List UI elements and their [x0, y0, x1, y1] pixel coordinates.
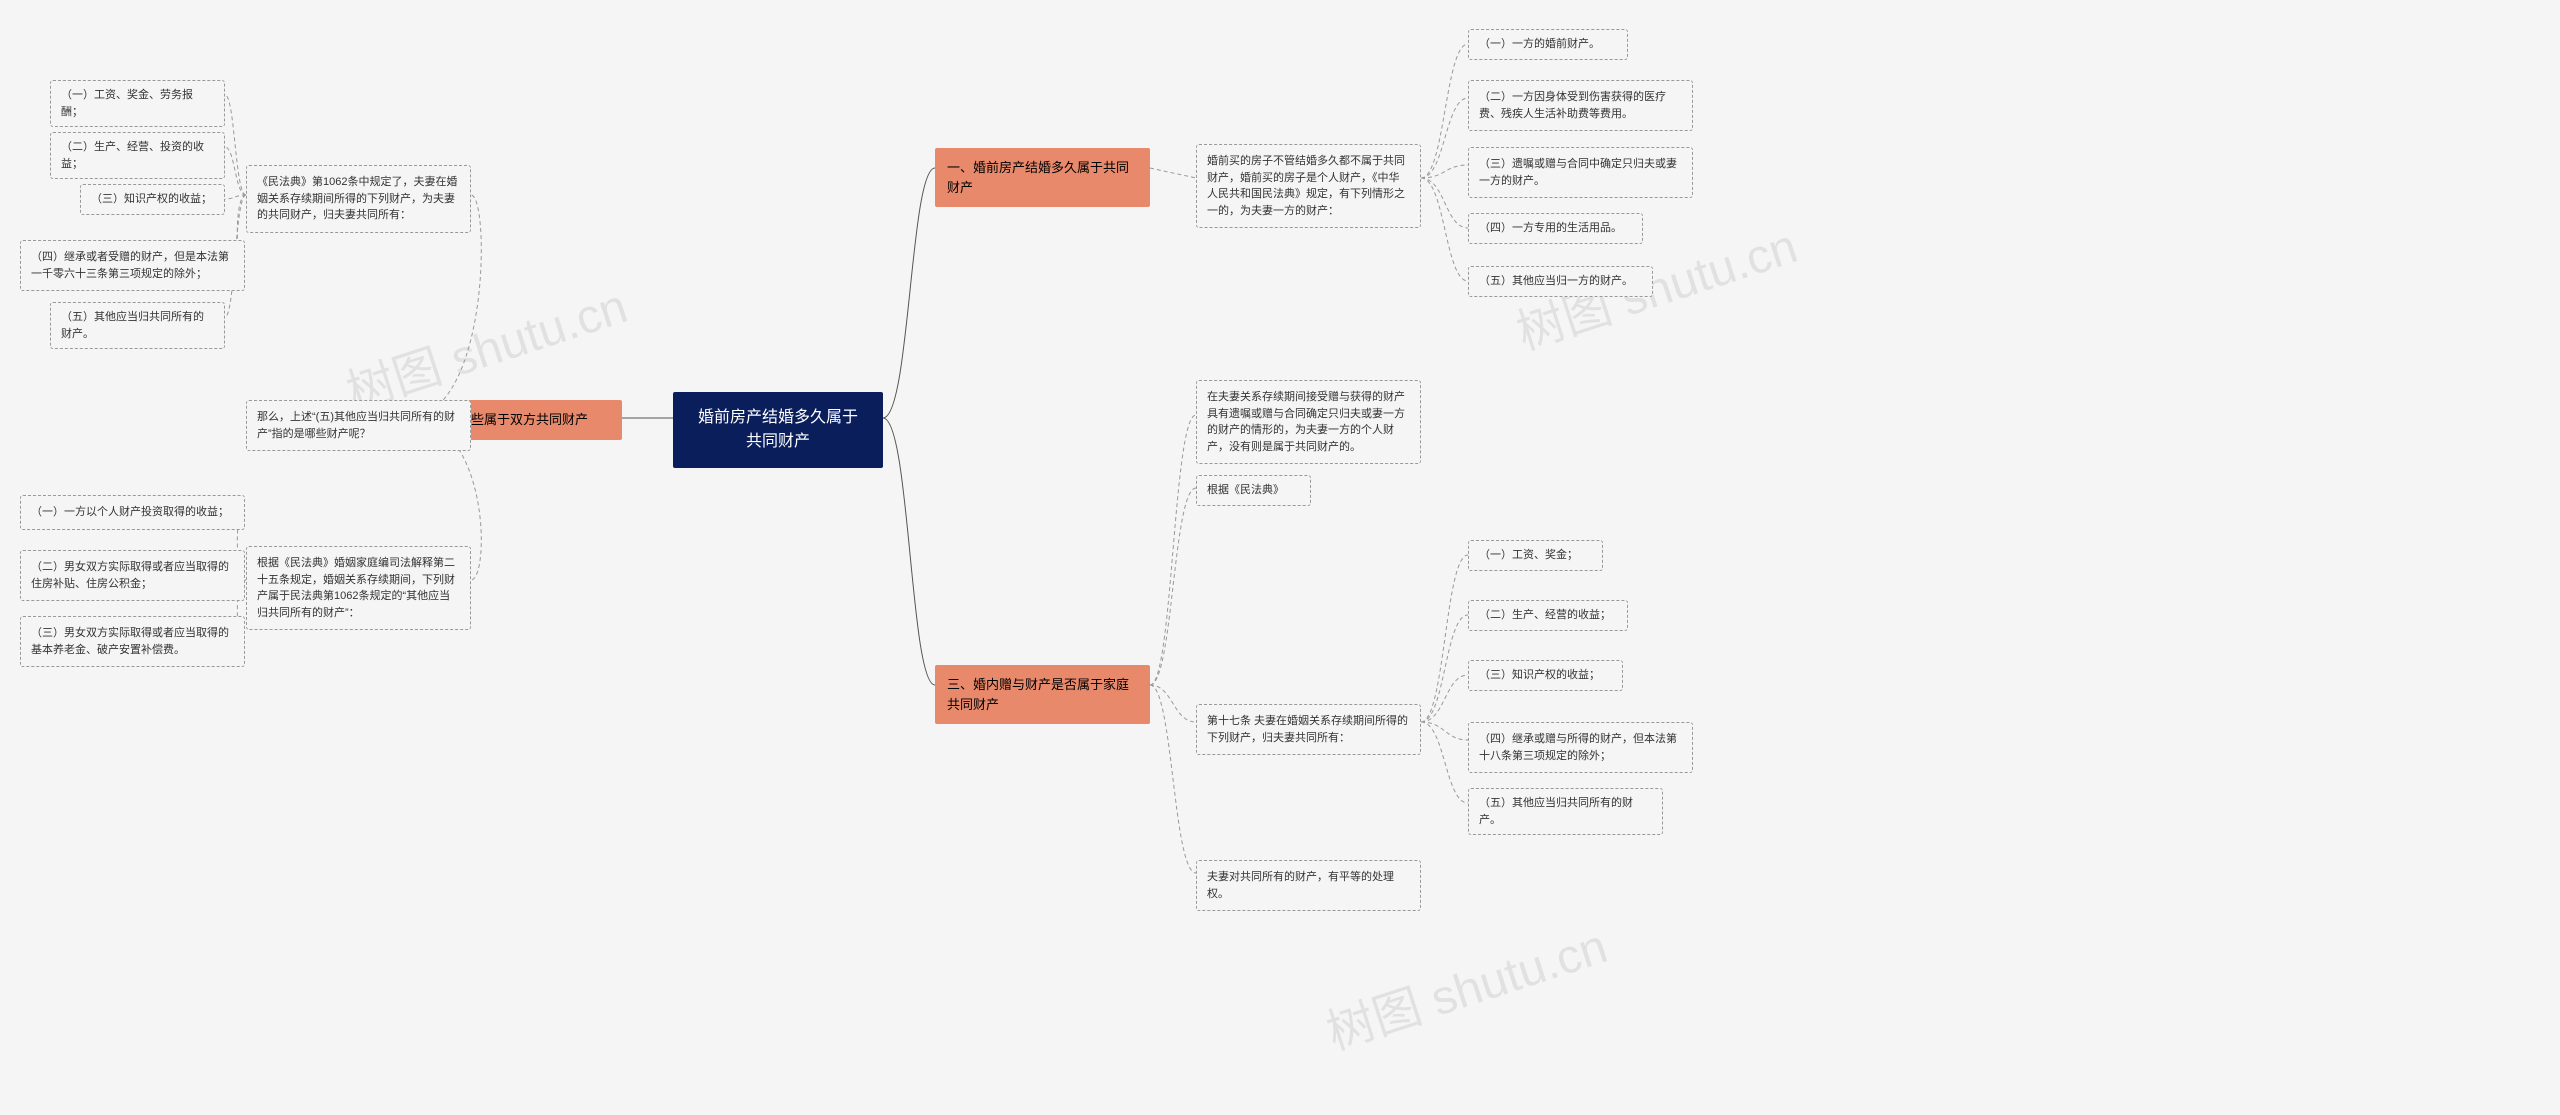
leaf: （一）一方以个人财产投资取得的收益；: [20, 495, 245, 530]
leaf: 夫妻对共同所有的财产，有平等的处理权。: [1196, 860, 1421, 911]
leaf: （二）生产、经营、投资的收益；: [50, 132, 225, 179]
left-sub1: 《民法典》第1062条中规定了，夫妻在婚姻关系存续期间所得的下列财产，为夫妻的共…: [246, 165, 471, 233]
leaf: （五）其他应当归一方的财产。: [1468, 266, 1653, 297]
leaf: （一）工资、奖金、劳务报酬；: [50, 80, 225, 127]
leaf: （五）其他应当归共同所有的财产。: [50, 302, 225, 349]
left-sub3: 根据《民法典》婚姻家庭编司法解释第二十五条规定，婚姻关系存续期间，下列财产属于民…: [246, 546, 471, 630]
leaf: （一）工资、奖金；: [1468, 540, 1603, 571]
leaf: （四）继承或者受赠的财产，但是本法第一千零六十三条第三项规定的除外；: [20, 240, 245, 291]
leaf: 第十七条 夫妻在婚姻关系存续期间所得的下列财产，归夫妻共同所有：: [1196, 704, 1421, 755]
leaf: （四）一方专用的生活用品。: [1468, 213, 1643, 244]
leaf: （四）继承或赠与所得的财产，但本法第十八条第三项规定的除外；: [1468, 722, 1693, 773]
leaf: （一）一方的婚前财产。: [1468, 29, 1628, 60]
leaf: （二）男女双方实际取得或者应当取得的住房补贴、住房公积金；: [20, 550, 245, 601]
left-sub2: 那么，上述“(五)其他应当归共同所有的财产”指的是哪些财产呢？: [246, 400, 471, 451]
leaf: （三）知识产权的收益；: [80, 184, 225, 215]
center-node: 婚前房产结婚多久属于共同财产: [673, 392, 883, 468]
right-section1-sub: 婚前买的房子不管结婚多久都不属于共同财产，婚前买的房子是个人财产，《中华人民共和…: [1196, 144, 1421, 228]
leaf: （五）其他应当归共同所有的财产。: [1468, 788, 1663, 835]
section-1: 一、婚前房产结婚多久属于共同财产: [935, 148, 1150, 207]
leaf: （三）遗嘱或赠与合同中确定只归夫或妻一方的财产。: [1468, 147, 1693, 198]
leaf: （三）男女双方实际取得或者应当取得的基本养老金、破产安置补偿费。: [20, 616, 245, 667]
leaf: 在夫妻关系存续期间接受赠与获得的财产具有遗嘱或赠与合同确定只归夫或妻一方的财产的…: [1196, 380, 1421, 464]
leaf: 根据《民法典》: [1196, 475, 1311, 506]
leaf: （二）一方因身体受到伤害获得的医疗费、残疾人生活补助费等费用。: [1468, 80, 1693, 131]
leaf: （三）知识产权的收益；: [1468, 660, 1623, 691]
section-3: 三、婚内赠与财产是否属于家庭共同财产: [935, 665, 1150, 724]
watermark: 树图 shutu.cn: [1316, 907, 1614, 1063]
leaf: （二）生产、经营的收益；: [1468, 600, 1628, 631]
